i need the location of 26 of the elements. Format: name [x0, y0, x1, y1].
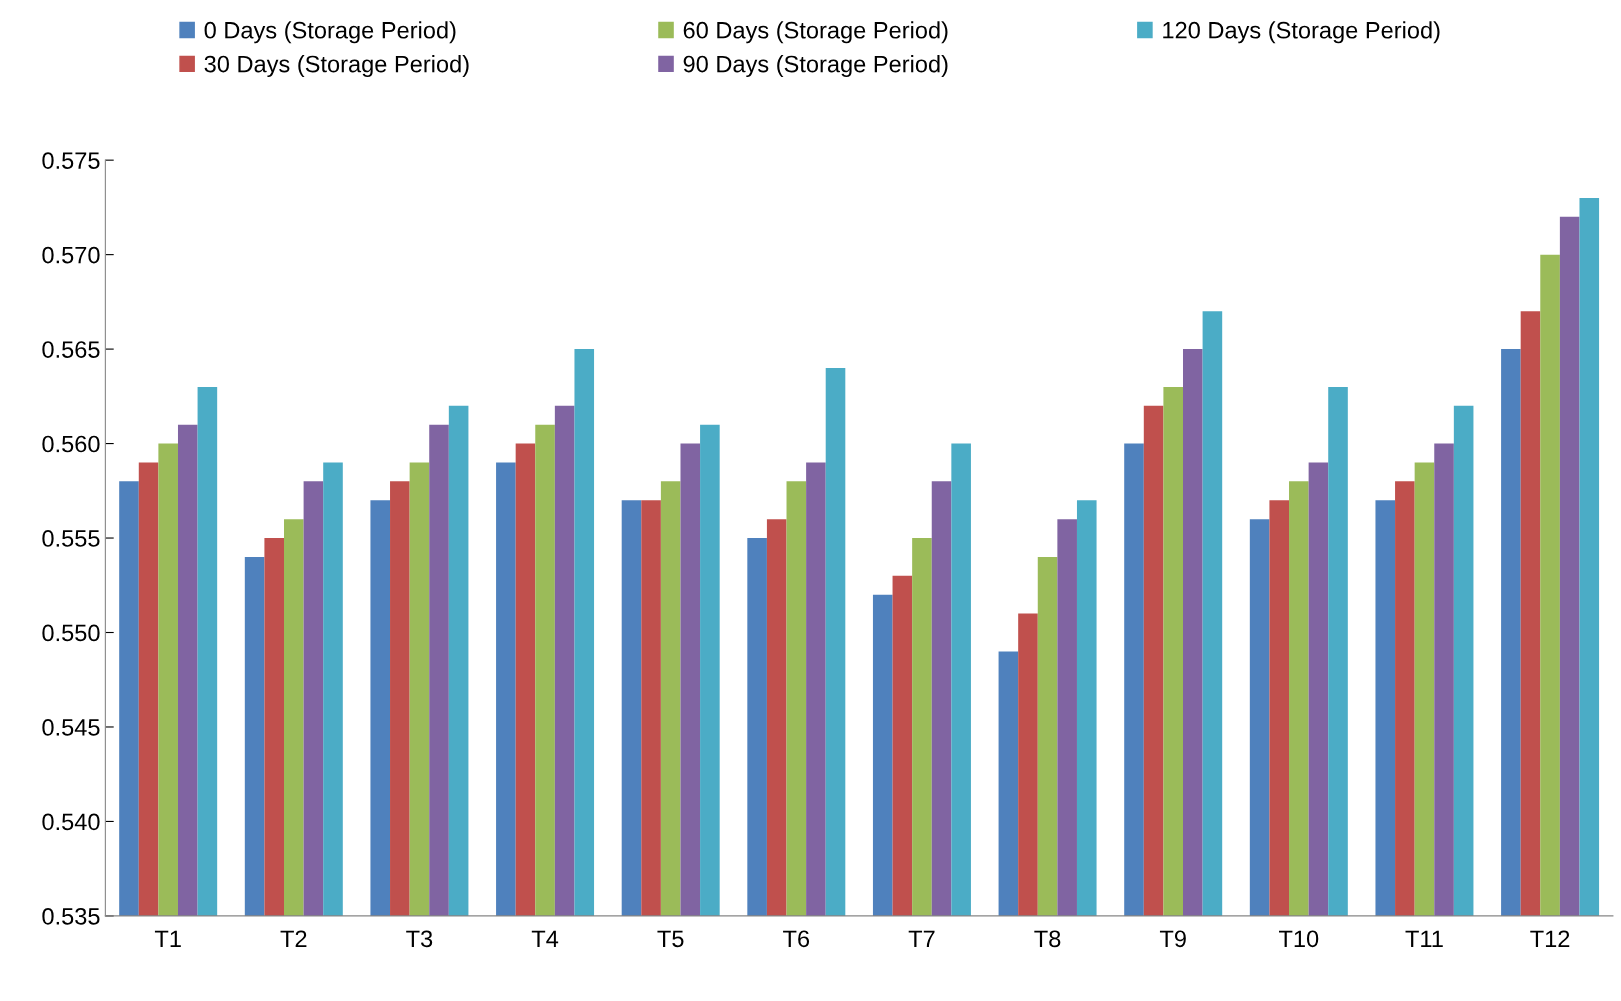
y-tick-label: 0.575 — [42, 152, 100, 169]
x-tick-label: T11 — [1405, 930, 1443, 947]
x-tick-label: T10 — [1279, 930, 1319, 948]
x-tick-label: T6 — [783, 930, 810, 948]
legend-label: 30 Days (Storage Period) — [204, 55, 469, 78]
y-tick-label: 0.535 — [42, 907, 100, 925]
legend-label: 60 Days (Storage Period) — [683, 21, 948, 44]
y-tick-label: 0.570 — [42, 246, 100, 264]
x-tick-label: T9 — [1159, 930, 1186, 948]
y-tick-label: 0.540 — [42, 813, 100, 831]
y-tick-label: 0.560 — [42, 435, 100, 453]
y-tick-label: 0.550 — [42, 624, 100, 642]
x-tick-label: T5 — [657, 930, 684, 948]
x-tick-label: T2 — [280, 930, 307, 947]
x-tick-label: T12 — [1530, 930, 1570, 947]
x-tick-label: T3 — [406, 930, 433, 948]
legend-label: 90 Days (Storage Period) — [683, 55, 948, 78]
legend-label: 0 Days (Storage Period) — [204, 21, 456, 44]
x-tick-label: T1 — [154, 930, 181, 947]
x-tick-label: T7 — [908, 930, 935, 947]
legend-label: 120 Days (Storage Period) — [1163, 21, 1440, 44]
y-tick-label: 0.545 — [42, 719, 100, 736]
y-tick-label: 0.565 — [42, 341, 100, 358]
y-tick-label: 0.555 — [42, 530, 100, 547]
x-tick-label: T8 — [1034, 930, 1061, 948]
x-tick-label: T4 — [531, 930, 559, 947]
